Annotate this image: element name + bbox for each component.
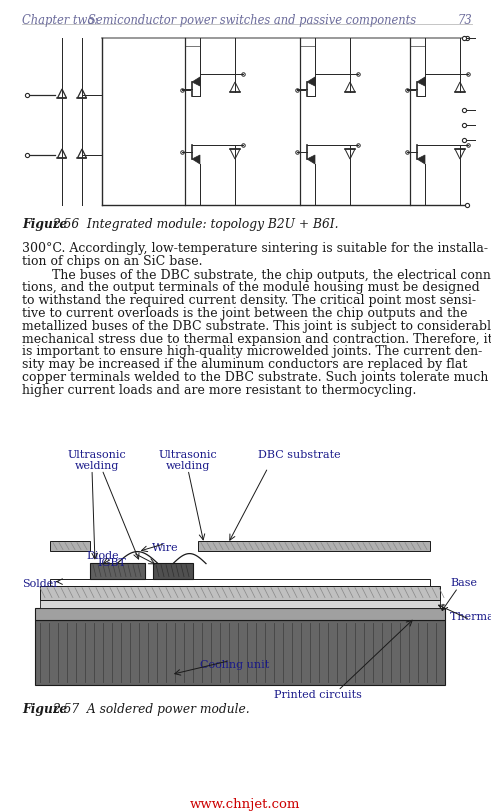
Bar <box>153 563 193 578</box>
Bar <box>35 607 445 620</box>
Bar <box>50 541 90 551</box>
Polygon shape <box>230 149 240 159</box>
Text: sity may be increased if the aluminum conductors are replaced by flat: sity may be increased if the aluminum co… <box>22 358 467 371</box>
Bar <box>40 599 440 607</box>
Text: Printed circuits: Printed circuits <box>274 689 362 700</box>
Bar <box>50 578 430 586</box>
Polygon shape <box>417 155 425 164</box>
Text: Figure: Figure <box>22 702 67 715</box>
Polygon shape <box>307 77 315 86</box>
Text: IGBT: IGBT <box>98 558 127 568</box>
Text: higher current loads and are more resistant to thermocycling.: higher current loads and are more resist… <box>22 384 416 397</box>
Polygon shape <box>192 77 200 86</box>
Text: is important to ensure high-quality microwelded joints. The current den-: is important to ensure high-quality micr… <box>22 345 482 358</box>
Text: Wire: Wire <box>152 543 178 552</box>
Polygon shape <box>345 149 355 159</box>
Polygon shape <box>78 89 86 98</box>
Text: tion of chips on an SiC base.: tion of chips on an SiC base. <box>22 255 202 268</box>
Text: 2.57  A soldered power module.: 2.57 A soldered power module. <box>52 702 249 715</box>
Text: tions, and the output terminals of the module housing must be designed: tions, and the output terminals of the m… <box>22 281 480 294</box>
Bar <box>35 620 445 684</box>
Polygon shape <box>57 149 66 158</box>
Polygon shape <box>345 82 355 92</box>
Text: Diode: Diode <box>87 551 119 560</box>
Polygon shape <box>57 89 66 98</box>
Bar <box>40 586 440 599</box>
Polygon shape <box>455 149 465 159</box>
Text: 2.56  Integrated module: topology B2U + B6I.: 2.56 Integrated module: topology B2U + B… <box>52 218 338 231</box>
Text: Cooling unit: Cooling unit <box>200 659 270 670</box>
Text: copper terminals welded to the DBC substrate. Such joints tolerate much: copper terminals welded to the DBC subst… <box>22 371 489 384</box>
Text: Ultrasonic
welding: Ultrasonic welding <box>159 449 218 471</box>
Text: Ultrasonic
welding: Ultrasonic welding <box>68 449 126 471</box>
Bar <box>90 563 145 578</box>
Text: Solder: Solder <box>22 578 58 589</box>
Text: Thermal paste: Thermal paste <box>450 611 491 621</box>
Text: tive to current overloads is the joint between the chip outputs and the: tive to current overloads is the joint b… <box>22 307 467 320</box>
Text: mechanical stress due to thermal expansion and contraction. Therefore, it: mechanical stress due to thermal expansi… <box>22 333 491 345</box>
Text: Figure: Figure <box>22 218 67 231</box>
Polygon shape <box>307 155 315 164</box>
Text: DBC substrate: DBC substrate <box>258 449 341 460</box>
Bar <box>198 541 430 551</box>
Text: to withstand the required current density. The critical point most sensi-: to withstand the required current densit… <box>22 294 476 307</box>
Polygon shape <box>455 82 465 92</box>
Text: metallized buses of the DBC substrate. This joint is subject to considerable: metallized buses of the DBC substrate. T… <box>22 320 491 333</box>
Polygon shape <box>192 155 200 164</box>
Text: The buses of the DBC substrate, the chip outputs, the electrical connec-: The buses of the DBC substrate, the chip… <box>52 268 491 281</box>
Text: Chapter two:: Chapter two: <box>22 14 98 27</box>
Text: www.chnjet.com: www.chnjet.com <box>190 798 300 811</box>
Text: Base: Base <box>450 577 477 588</box>
Text: 300°C. Accordingly, low-temperature sintering is suitable for the installa-: 300°C. Accordingly, low-temperature sint… <box>22 242 488 255</box>
Polygon shape <box>230 82 240 92</box>
Polygon shape <box>417 77 425 86</box>
Text: Semiconductor power switches and passive components: Semiconductor power switches and passive… <box>88 14 416 27</box>
Polygon shape <box>78 149 86 158</box>
Text: 73: 73 <box>457 14 472 27</box>
